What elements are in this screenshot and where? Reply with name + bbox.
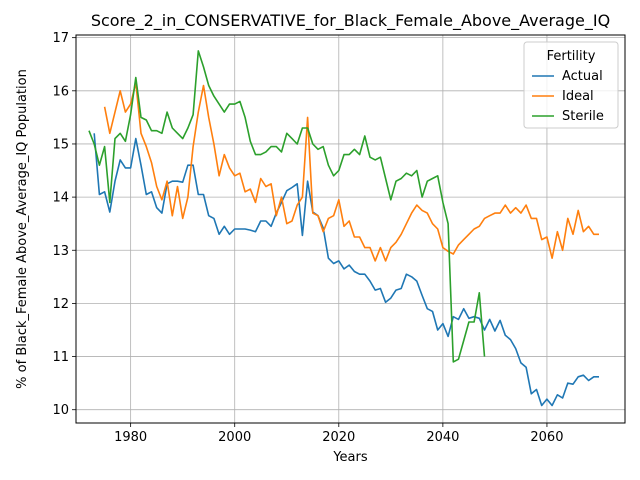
legend-box xyxy=(523,41,619,129)
series-line-actual xyxy=(93,133,599,407)
x-tick-label: 2020 xyxy=(322,430,355,445)
y-tick-label: 12 xyxy=(52,297,69,312)
x-tick-label: 1980 xyxy=(114,430,147,445)
legend-label-actual: Actual xyxy=(562,69,603,84)
x-tick-label: 2060 xyxy=(530,430,563,445)
y-tick-label: 14 xyxy=(52,191,69,206)
y-tick-label: 15 xyxy=(52,137,69,152)
legend-label-sterile: Sterile xyxy=(562,109,604,124)
plot-frame xyxy=(75,34,626,424)
x-tick-label: 2000 xyxy=(218,430,251,445)
y-tick-label: 17 xyxy=(52,31,69,46)
legend-title: Fertility xyxy=(547,49,596,64)
y-tick-label: 16 xyxy=(52,84,69,99)
y-tick-label: 11 xyxy=(52,350,69,365)
series-line-ideal xyxy=(103,82,599,262)
x-axis: 1980 2000 2020 2040 2060 xyxy=(114,423,563,445)
y-tick-label: 13 xyxy=(52,244,69,259)
y-axis-label: % of Black_Female Above_Average_IQ Popul… xyxy=(15,69,30,389)
x-tick-label: 2040 xyxy=(426,430,459,445)
y-axis: 10 11 12 13 14 15 16 17 xyxy=(52,31,76,418)
y-tick-label: 10 xyxy=(52,403,69,418)
x-axis-label: Years xyxy=(332,450,368,465)
legend: Fertility Actual Ideal Sterile xyxy=(523,41,619,129)
plot-area xyxy=(88,50,599,407)
legend-label-ideal: Ideal xyxy=(562,89,594,104)
series-line-sterile xyxy=(88,50,486,363)
chart-title: Score_2_in_CONSERVATIVE_for_Black_Female… xyxy=(91,11,610,31)
